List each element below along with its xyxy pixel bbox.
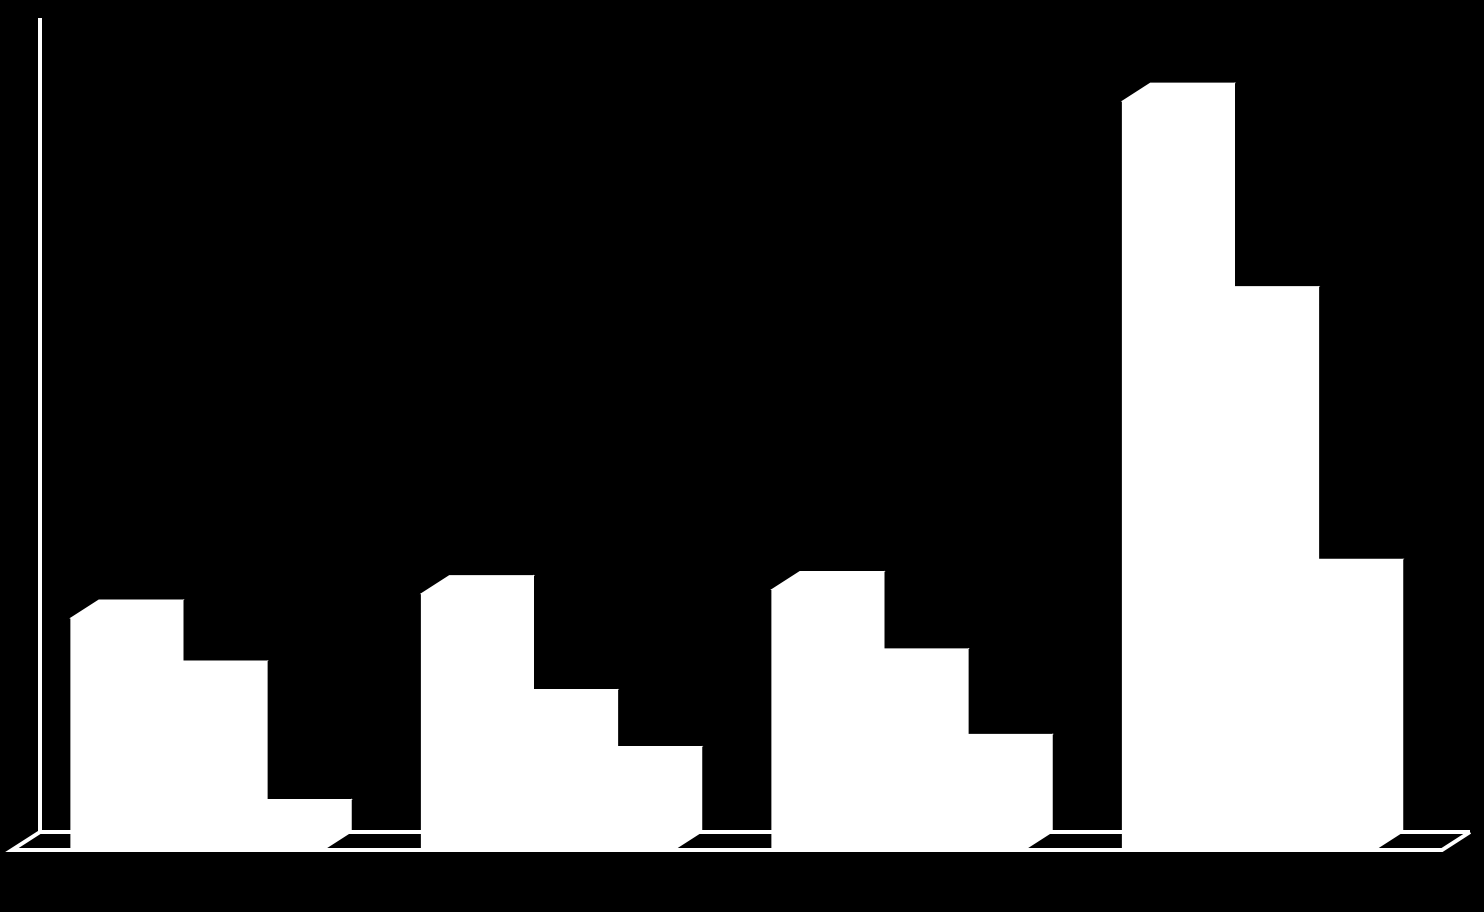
bar [590,747,702,850]
bar [239,799,351,850]
bar-chart [0,0,1484,912]
bar [940,734,1052,850]
bar [1291,559,1403,850]
